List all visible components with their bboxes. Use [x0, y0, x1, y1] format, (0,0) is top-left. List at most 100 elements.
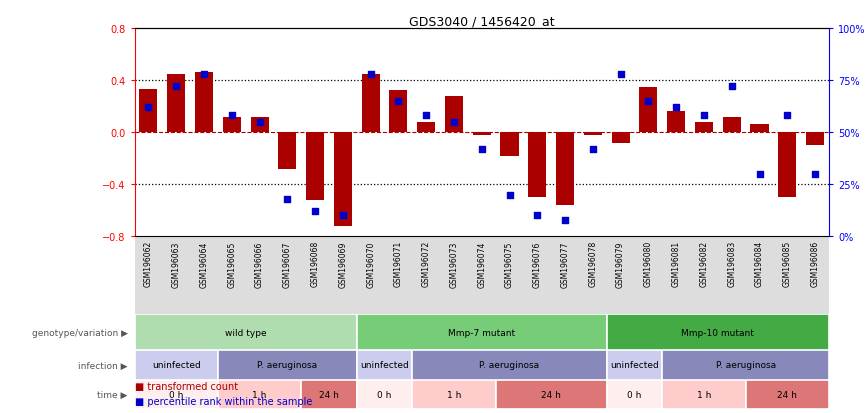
Point [169, 84, 183, 90]
Bar [301, 380, 357, 409]
Point [419, 113, 433, 119]
Text: GSM196086: GSM196086 [811, 241, 819, 287]
Text: GSM196079: GSM196079 [616, 241, 625, 287]
Text: GSM196071: GSM196071 [394, 241, 403, 287]
Point [808, 171, 822, 178]
Bar [556, 133, 574, 206]
Bar [135, 350, 218, 380]
Text: genotype/variation ▶: genotype/variation ▶ [31, 328, 128, 337]
Text: Mmp-7 mutant: Mmp-7 mutant [448, 328, 516, 337]
Text: 24 h: 24 h [778, 390, 797, 399]
Bar [445, 97, 463, 133]
Text: GSM196082: GSM196082 [700, 241, 708, 287]
Bar [662, 380, 746, 409]
Bar [662, 350, 829, 380]
Point [641, 98, 655, 105]
Text: P. aeruginosa: P. aeruginosa [715, 361, 776, 370]
Bar [357, 380, 412, 409]
Point [253, 119, 266, 126]
Text: 1 h: 1 h [253, 390, 266, 399]
Text: GSM196072: GSM196072 [422, 241, 431, 287]
Bar [412, 350, 607, 380]
Text: GSM196077: GSM196077 [561, 241, 569, 287]
Text: GSM196074: GSM196074 [477, 241, 486, 287]
Bar [135, 380, 218, 409]
Text: 1 h: 1 h [697, 390, 711, 399]
Text: GSM196065: GSM196065 [227, 241, 236, 287]
Text: P. aeruginosa: P. aeruginosa [257, 361, 318, 370]
Point [697, 113, 711, 119]
Text: uninfected: uninfected [360, 361, 409, 370]
Text: 24 h: 24 h [319, 390, 339, 399]
Point [391, 98, 405, 105]
Bar [612, 133, 629, 143]
Text: time ▶: time ▶ [97, 390, 128, 399]
Bar [418, 122, 435, 133]
Bar [279, 133, 296, 169]
Bar [140, 90, 157, 133]
Bar [607, 380, 662, 409]
Bar [695, 122, 713, 133]
Bar [607, 350, 662, 380]
Bar [362, 74, 379, 133]
Bar [640, 88, 657, 133]
Point [141, 104, 155, 111]
Text: GSM196066: GSM196066 [255, 241, 264, 287]
Bar [390, 91, 407, 133]
Bar [357, 315, 607, 350]
Text: GSM196083: GSM196083 [727, 241, 736, 287]
Point [780, 113, 794, 119]
Bar [667, 112, 685, 133]
Bar [334, 133, 352, 226]
Point [280, 196, 294, 203]
Bar [501, 133, 518, 156]
Text: infection ▶: infection ▶ [78, 361, 128, 370]
Text: GSM196075: GSM196075 [505, 241, 514, 287]
Point [197, 71, 211, 78]
Text: Mmp-10 mutant: Mmp-10 mutant [681, 328, 754, 337]
Text: GSM196067: GSM196067 [283, 241, 292, 287]
Bar [195, 73, 213, 133]
Bar [584, 133, 602, 135]
Text: 1 h: 1 h [447, 390, 461, 399]
Text: 0 h: 0 h [628, 390, 641, 399]
Bar [607, 315, 829, 350]
Text: GSM196084: GSM196084 [755, 241, 764, 287]
Bar [251, 117, 268, 133]
Point [558, 217, 572, 223]
Text: GSM196062: GSM196062 [144, 241, 153, 287]
Point [475, 146, 489, 153]
Bar [746, 380, 829, 409]
Text: 24 h: 24 h [542, 390, 561, 399]
Point [725, 84, 739, 90]
Text: GSM196085: GSM196085 [783, 241, 792, 287]
Point [530, 213, 544, 219]
Text: GSM196080: GSM196080 [644, 241, 653, 287]
Point [753, 171, 766, 178]
Point [225, 113, 239, 119]
Text: GSM196064: GSM196064 [200, 241, 208, 287]
Point [669, 104, 683, 111]
Point [614, 71, 628, 78]
Bar [496, 380, 607, 409]
Bar [529, 133, 546, 198]
Point [364, 71, 378, 78]
Text: GSM196069: GSM196069 [339, 241, 347, 287]
Bar [135, 315, 357, 350]
Bar [306, 133, 324, 200]
Text: ■ percentile rank within the sample: ■ percentile rank within the sample [135, 396, 312, 406]
Text: GSM196081: GSM196081 [672, 241, 681, 287]
Text: GSM196070: GSM196070 [366, 241, 375, 287]
Text: wild type: wild type [225, 328, 266, 337]
Bar [779, 133, 796, 198]
Text: GSM196076: GSM196076 [533, 241, 542, 287]
Text: 0 h: 0 h [378, 390, 391, 399]
Point [308, 209, 322, 215]
Title: GDS3040 / 1456420_at: GDS3040 / 1456420_at [409, 15, 555, 28]
Bar [218, 350, 357, 380]
Text: uninfected: uninfected [152, 361, 201, 370]
Text: GSM196073: GSM196073 [450, 241, 458, 287]
Point [586, 146, 600, 153]
Bar [168, 74, 185, 133]
Text: GSM196078: GSM196078 [589, 241, 597, 287]
